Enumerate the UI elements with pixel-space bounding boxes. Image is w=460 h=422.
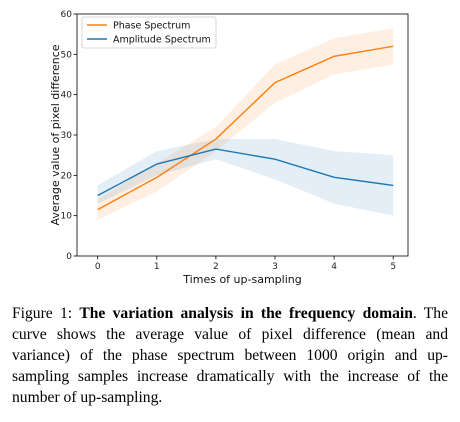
x-tick-label: 0: [95, 262, 101, 272]
x-tick-label: 1: [154, 262, 160, 272]
x-tick-label: 4: [331, 262, 337, 272]
y-tick-label: 30: [61, 131, 73, 141]
legend: Phase Spectrum Amplitude Spectrum: [82, 17, 216, 48]
x-tick-label: 3: [272, 262, 278, 272]
phase-spectrum-legend-label: Phase Spectrum: [113, 20, 190, 31]
x-tick-label: 5: [390, 262, 396, 272]
y-tick-label: 0: [66, 252, 72, 262]
y-tick-label: 10: [61, 212, 73, 222]
caption-title: The variation analysis in the frequency …: [79, 305, 413, 322]
figure-caption: Figure 1: The variation analysis in the …: [12, 303, 448, 408]
y-tick-label: 60: [61, 10, 73, 20]
y-tick-label: 40: [61, 91, 73, 101]
caption-label: Figure 1:: [12, 305, 79, 322]
y-tick-label: 50: [61, 50, 73, 60]
y-tick-label: 20: [61, 171, 73, 181]
amplitude-spectrum-legend-label: Amplitude Spectrum: [113, 34, 211, 45]
variance-bands: [98, 28, 394, 220]
y-axis-title: Average value of pixel difference: [49, 44, 62, 225]
x-axis-title: Times of up-sampling: [182, 273, 301, 286]
figure: 0 1 2 3 4 5 0 10 20 30 40 50 60 Times of up-sampling…: [0, 0, 460, 300]
x-tick-label: 2: [213, 262, 219, 272]
amplitude-spectrum-band: [98, 139, 394, 216]
